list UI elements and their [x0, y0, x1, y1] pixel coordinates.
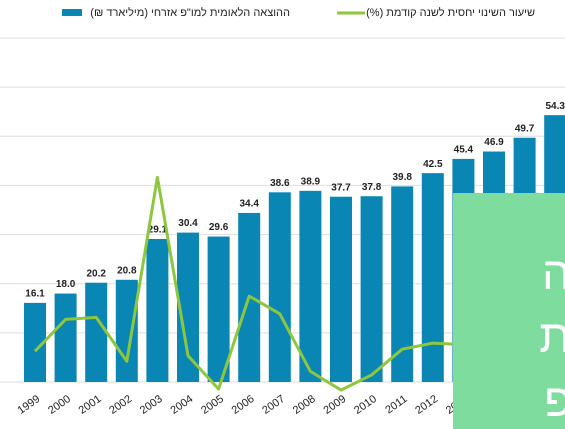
- value-label: 30.4: [178, 218, 198, 229]
- x-tick-label: 2007: [260, 393, 287, 417]
- value-label: 38.6: [270, 178, 290, 189]
- bar: [299, 190, 322, 382]
- x-tick-label: 2006: [230, 393, 257, 417]
- value-label: 37.7: [331, 182, 351, 193]
- bar: [421, 173, 444, 382]
- x-tick-label: 2011: [383, 393, 409, 416]
- bar: [115, 279, 138, 382]
- x-tick-label: 2009: [321, 393, 348, 417]
- value-label: 42.5: [423, 159, 443, 170]
- x-tick-label: 2000: [46, 393, 73, 417]
- x-tick-label: 2003: [138, 393, 165, 417]
- x-tick-label: 2008: [291, 393, 318, 417]
- x-tick-label: 1999: [15, 393, 42, 417]
- value-label: 54.3: [545, 101, 565, 112]
- overlay-box: [453, 193, 565, 429]
- bar: [146, 238, 169, 382]
- value-label: 49.7: [515, 123, 535, 134]
- value-label: 34.4: [239, 199, 259, 210]
- overlay: אה ית פ: [453, 193, 565, 429]
- value-label: 16.1: [25, 289, 45, 300]
- bar: [268, 192, 291, 382]
- overlay-text: אה: [542, 247, 565, 299]
- bar: [54, 293, 77, 382]
- x-tick-label: 2002: [107, 393, 134, 417]
- overlay-text: ית: [539, 310, 565, 362]
- bar: [207, 236, 230, 382]
- bar: [177, 232, 199, 382]
- bar: [24, 302, 46, 382]
- bar: [85, 282, 108, 382]
- value-label: 20.8: [117, 265, 137, 276]
- value-label: 39.8: [392, 172, 412, 183]
- value-label: 29.1: [148, 225, 168, 236]
- value-label: 29.6: [209, 222, 229, 233]
- overlay-text: פ: [544, 374, 565, 426]
- x-tick-label: 2005: [199, 393, 226, 417]
- value-label: 45.4: [454, 145, 474, 156]
- bar: [391, 186, 414, 382]
- bar: [330, 196, 352, 382]
- x-tick-label: 2010: [352, 393, 379, 417]
- x-tick-label: 2001: [77, 393, 104, 417]
- value-label: 37.8: [362, 182, 382, 193]
- legend-label: שיעור השינוי יחסית לשנה קודמת (%): [366, 6, 535, 19]
- value-label: 20.2: [86, 268, 106, 279]
- x-tick-label: 2004: [168, 393, 195, 417]
- bar: [360, 196, 383, 382]
- value-label: 18.0: [56, 279, 76, 290]
- value-label: 46.9: [484, 137, 504, 148]
- legend-swatch: [62, 9, 82, 16]
- legend-label: ההוצאה הלאומית למו"פ אזרחי (מיליארד ₪): [90, 6, 290, 19]
- x-tick-label: 2012: [413, 393, 440, 417]
- value-label: 38.9: [301, 176, 321, 187]
